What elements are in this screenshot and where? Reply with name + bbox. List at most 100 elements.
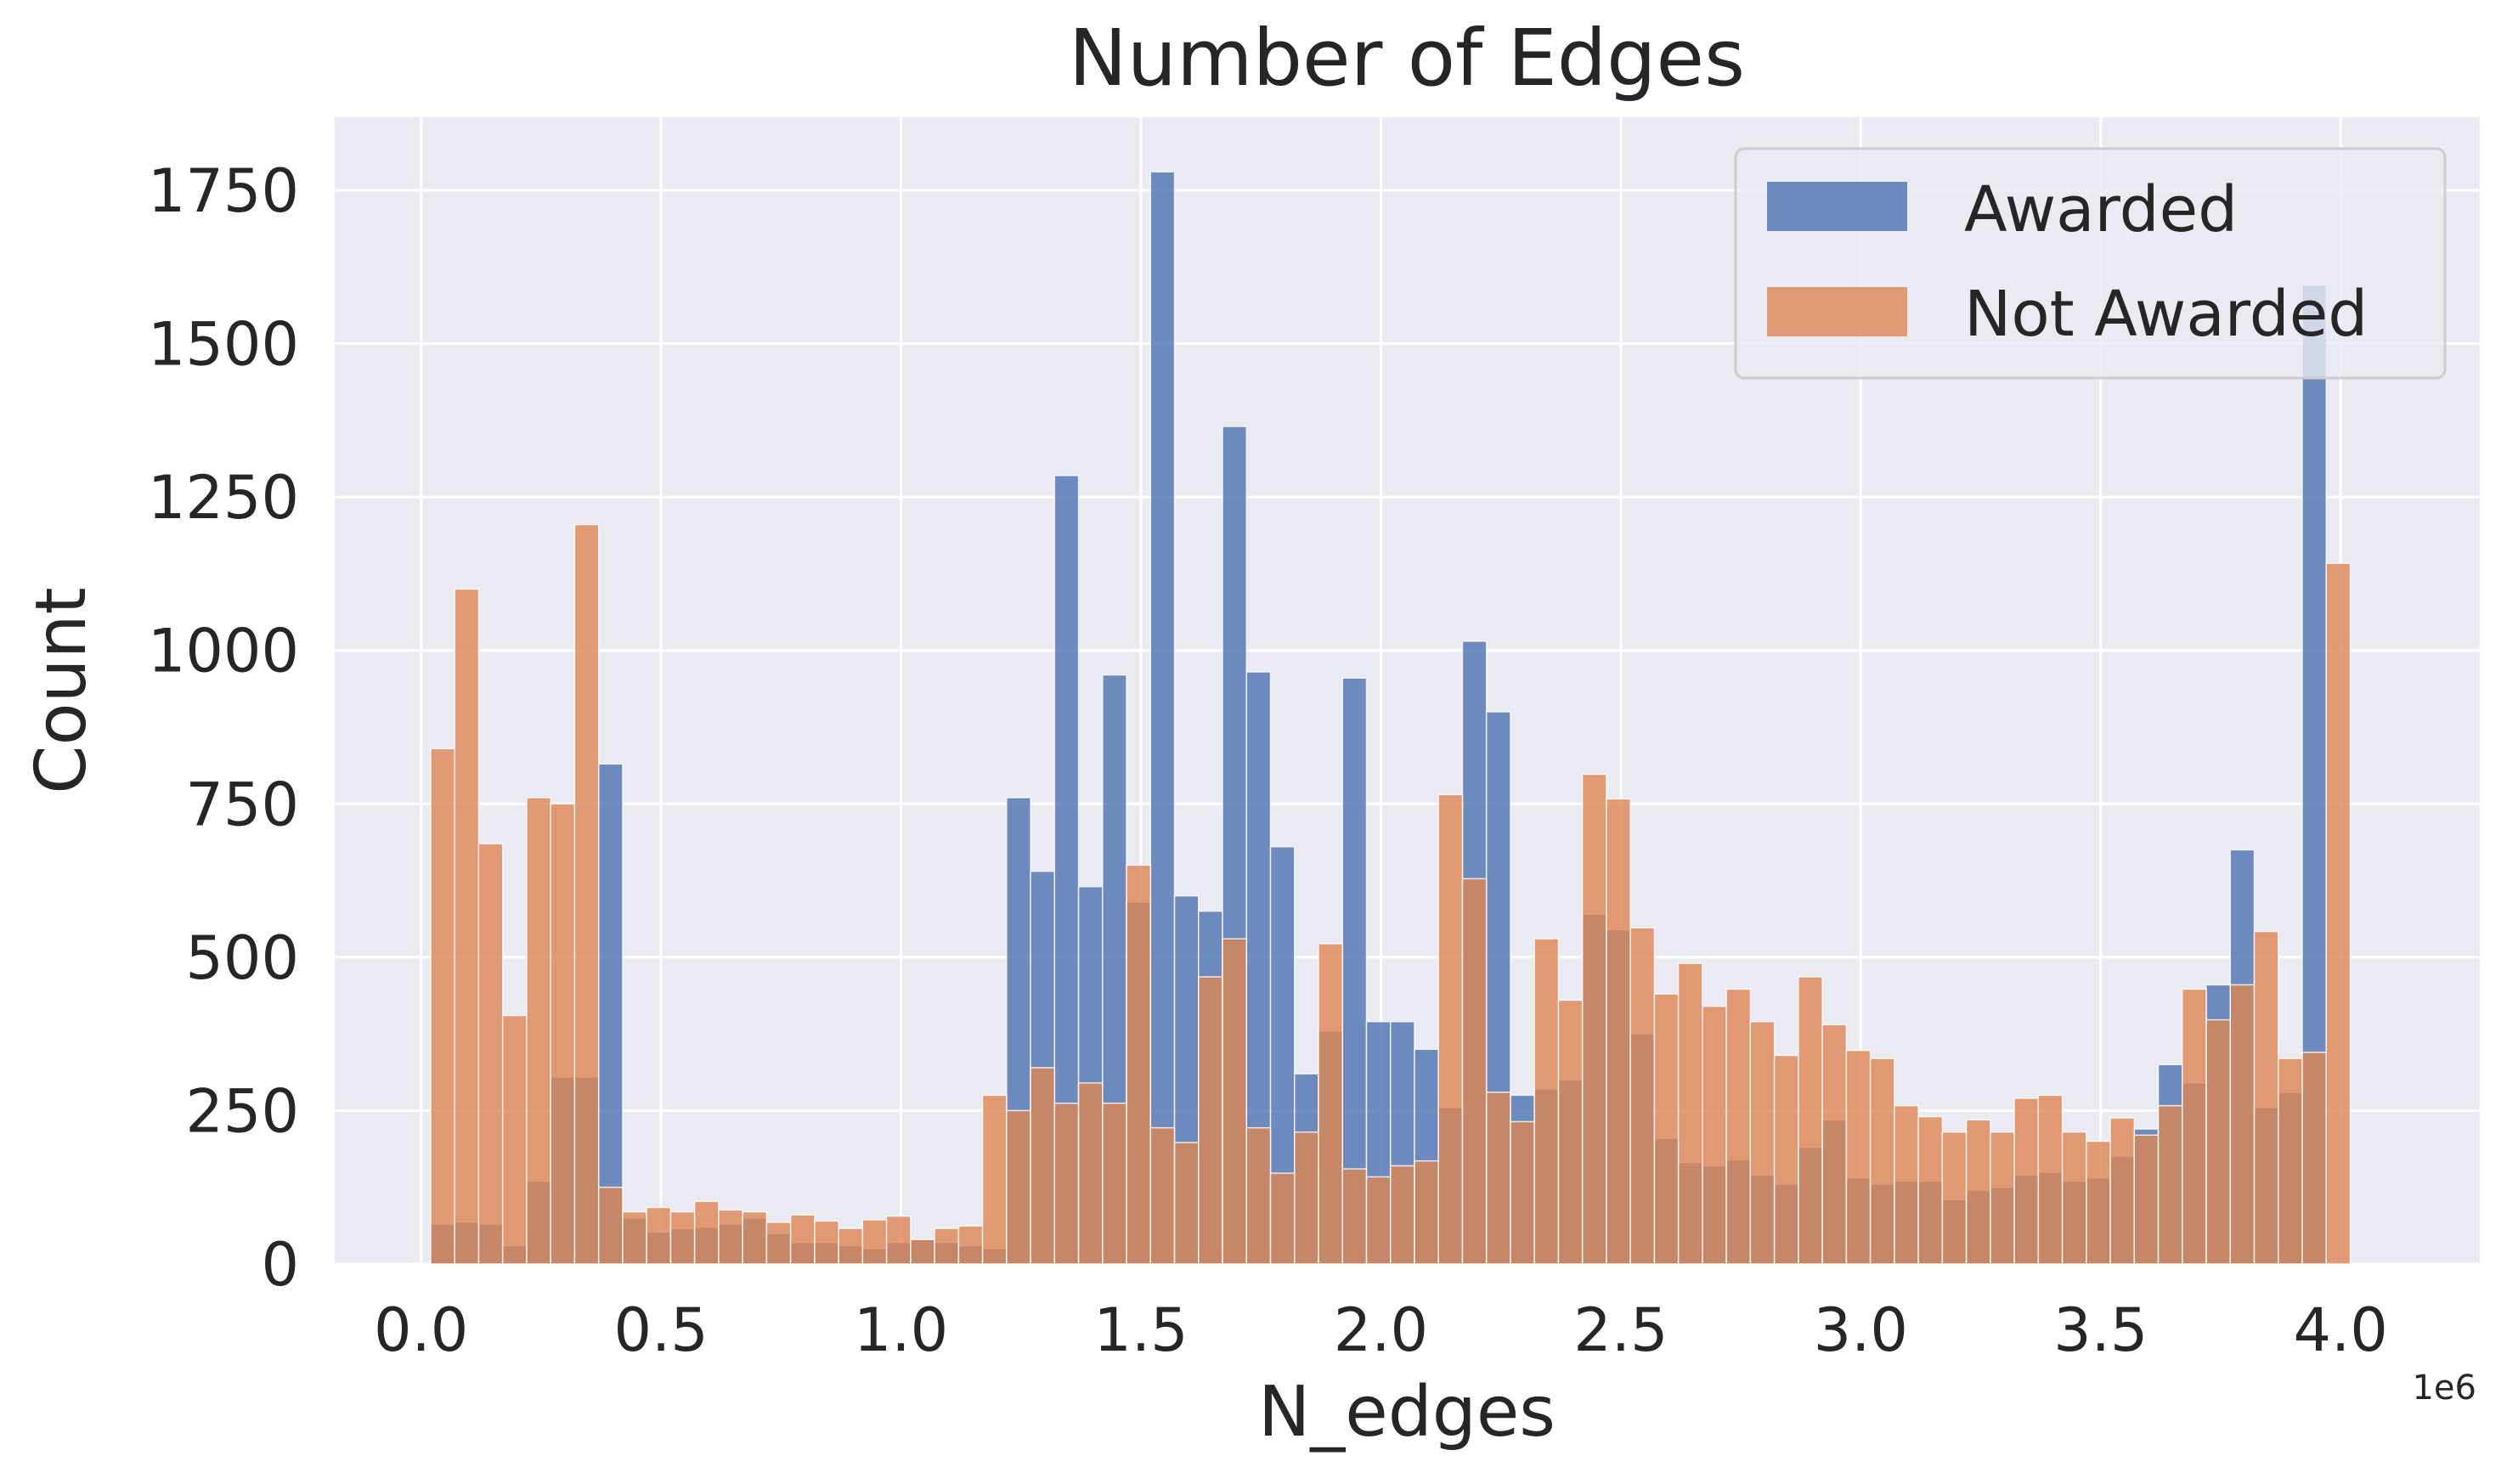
x-tick-label: 3.0	[1814, 1295, 1908, 1365]
not-awarded-bar	[477, 843, 504, 1265]
not-awarded-bar	[1894, 1104, 1919, 1265]
legend-label-not-awarded: Not Awarded	[1964, 278, 2368, 351]
not-awarded-bar	[1318, 943, 1343, 1265]
not-awarded-bar	[1821, 1024, 1848, 1265]
not-awarded-bar	[1965, 1119, 1991, 1265]
not-awarded-bar	[669, 1210, 696, 1265]
x-tick-label: 1.0	[854, 1295, 948, 1365]
not-awarded-bar	[1702, 1005, 1727, 1265]
not-awarded-bar	[1245, 1126, 1272, 1265]
legend-label-awarded: Awarded	[1964, 173, 2238, 246]
x-tick-label: 3.5	[2053, 1295, 2148, 1365]
not-awarded-bar	[2229, 984, 2256, 1265]
y-tick-label: 750	[185, 770, 299, 839]
not-awarded-bar	[1077, 1082, 1104, 1265]
not-awarded-bar	[814, 1220, 839, 1265]
not-awarded-bar	[885, 1215, 912, 1265]
not-awarded-bar	[1269, 1172, 1296, 1265]
not-awarded-bar	[1941, 1131, 1968, 1265]
not-awarded-bar	[765, 1222, 792, 1265]
series-not-awarded-bars	[430, 523, 2352, 1265]
legend-swatch-awarded	[1767, 182, 1907, 231]
not-awarded-bar	[1365, 1176, 1392, 1265]
not-awarded-bar	[1845, 1049, 1872, 1265]
y-tick-label: 1000	[148, 617, 299, 686]
not-awarded-bar	[2013, 1097, 2040, 1265]
not-awarded-bar	[1222, 938, 1248, 1265]
not-awarded-bar	[693, 1200, 720, 1265]
not-awarded-bar	[526, 797, 551, 1265]
not-awarded-bar	[1102, 1103, 1127, 1265]
not-awarded-bar	[718, 1209, 743, 1265]
not-awarded-bar	[838, 1227, 864, 1265]
x-tick-label: 0.5	[613, 1295, 708, 1365]
not-awarded-bar	[1006, 1109, 1031, 1265]
x-offset-text: 1e6	[2412, 1368, 2476, 1408]
not-awarded-bar	[1798, 976, 1823, 1265]
not-awarded-bar	[454, 588, 480, 1265]
x-tick-label: 2.5	[1573, 1295, 1668, 1365]
not-awarded-bar	[1510, 1120, 1535, 1265]
not-awarded-bar	[550, 803, 576, 1265]
not-awarded-bar	[789, 1214, 816, 1265]
not-awarded-bar	[1341, 1168, 1368, 1265]
not-awarded-bar	[430, 748, 455, 1265]
not-awarded-bar	[1126, 864, 1152, 1265]
y-tick-label: 1500	[148, 310, 299, 380]
not-awarded-bar	[501, 1014, 528, 1265]
not-awarded-bar	[1485, 1092, 1511, 1265]
not-awarded-bar	[2325, 562, 2352, 1265]
not-awarded-bar	[1677, 962, 1703, 1265]
not-awarded-bar	[1990, 1131, 2015, 1265]
y-tick-label: 1250	[148, 463, 299, 533]
not-awarded-bar	[957, 1225, 984, 1265]
not-awarded-bar	[2061, 1131, 2087, 1265]
not-awarded-bar	[1414, 1160, 1439, 1265]
not-awarded-bar	[1461, 877, 1488, 1265]
not-awarded-bar	[1173, 1142, 1200, 1265]
not-awarded-bar	[910, 1239, 935, 1265]
y-tick-label: 500	[185, 923, 299, 993]
awarded-bar	[1149, 171, 1176, 1265]
x-tick-labels: 0.0 0.5 1.0 1.5 2.0 2.5 3.0 3.5 4.0	[374, 1295, 2388, 1365]
x-tick-label: 0.0	[374, 1295, 468, 1365]
not-awarded-bar	[1653, 993, 1680, 1265]
y-tick-labels: 0 250 500 750 1000 1250 1500 1750	[148, 156, 299, 1300]
not-awarded-bar	[1533, 938, 1560, 1265]
not-awarded-bar	[597, 1186, 624, 1265]
not-awarded-bar	[1294, 1131, 1319, 1265]
legend-swatch-not-awarded	[1767, 287, 1907, 336]
not-awarded-bar	[742, 1210, 768, 1265]
not-awarded-bar	[861, 1219, 888, 1265]
y-axis-label: Count	[21, 587, 102, 794]
not-awarded-bar	[1030, 1067, 1056, 1265]
not-awarded-bar	[1606, 798, 1631, 1265]
legend: Awarded Not Awarded	[1734, 147, 2447, 380]
y-tick-label: 250	[185, 1076, 299, 1146]
not-awarded-bar	[1629, 927, 1656, 1265]
x-tick-label: 4.0	[2294, 1295, 2388, 1365]
not-awarded-bar	[1869, 1058, 1895, 1265]
not-awarded-bar	[2086, 1140, 2111, 1265]
not-awarded-bar	[2278, 1058, 2303, 1265]
not-awarded-bar	[1053, 1103, 1080, 1265]
not-awarded-bar	[2133, 1134, 2160, 1265]
not-awarded-bar	[2205, 1018, 2232, 1265]
not-awarded-bar	[1917, 1115, 1944, 1265]
not-awarded-bar	[2037, 1094, 2064, 1265]
y-tick-label: 1750	[148, 156, 299, 226]
not-awarded-bar	[573, 523, 600, 1265]
not-awarded-bar	[2109, 1117, 2136, 1265]
not-awarded-bar	[2157, 1104, 2183, 1265]
not-awarded-bar	[2301, 1052, 2327, 1265]
not-awarded-bar	[2253, 930, 2279, 1265]
not-awarded-bar	[1773, 1054, 1799, 1265]
not-awarded-bar	[934, 1227, 960, 1265]
x-axis-label: N_edges	[1258, 1372, 1556, 1453]
not-awarded-bar	[1437, 793, 1464, 1265]
chart-title: Number of Edges	[1069, 13, 1745, 104]
not-awarded-bar	[1581, 773, 1607, 1265]
not-awarded-bar	[1749, 1020, 1776, 1265]
not-awarded-bar	[1557, 999, 1584, 1265]
